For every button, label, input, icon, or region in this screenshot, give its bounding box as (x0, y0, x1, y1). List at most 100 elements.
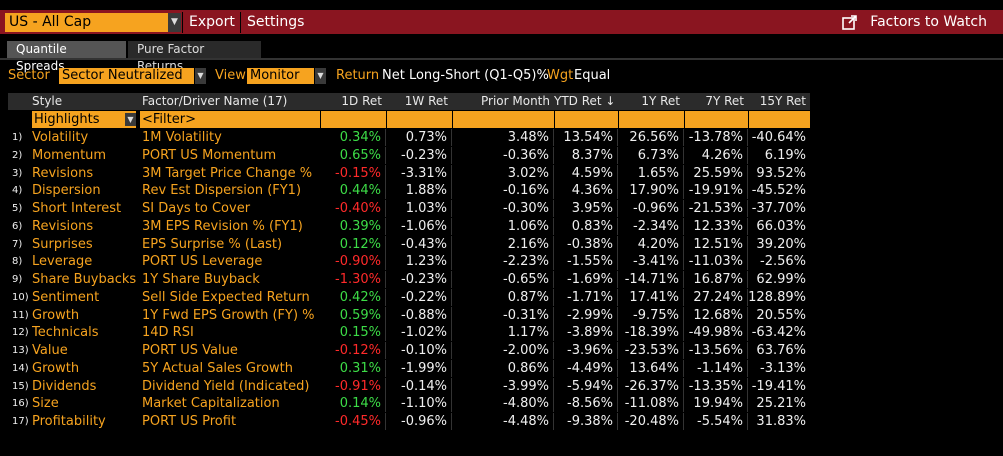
table-row[interactable]: 13) Value PORT US Value -0.12% -0.10% -2.00% -… (8, 342, 810, 359)
filter-cell-7y[interactable] (685, 111, 748, 128)
filter-cell-15y[interactable] (749, 111, 810, 128)
value-cell-y7: 16.87% (684, 271, 748, 288)
col-header-ytd-ret[interactable]: YTD Ret ↓ (554, 94, 616, 108)
factor-name-cell[interactable]: EPS Surprise % (Last) (142, 236, 283, 252)
col-header-1d-ret[interactable]: 1D Ret (341, 94, 382, 108)
value-cell-y1: -14.71% (618, 271, 684, 288)
factor-name-cell[interactable]: 3M Target Price Change % (142, 165, 313, 181)
factor-name-cell[interactable]: 1Y Fwd EPS Growth (FY) % (142, 307, 315, 323)
table-row[interactable]: 17) Profitability PORT US Profit -0.45% -0.9… (8, 413, 810, 430)
style-cell[interactable]: Share Buybacks (32, 272, 137, 287)
view-select[interactable]: Monitor (247, 68, 314, 84)
style-cell[interactable]: Sentiment (32, 289, 100, 305)
factors-to-watch-button[interactable]: Factors to Watch (870, 14, 987, 30)
filter-cell-prior-month[interactable] (453, 111, 554, 128)
filter-cell-ytd[interactable] (555, 111, 618, 128)
col-header-1y-ret[interactable]: 1Y Ret (641, 94, 680, 108)
value-cell-y7: 27.24% (684, 288, 748, 306)
style-cell[interactable]: Dispersion (32, 183, 101, 199)
highlights-select[interactable]: Highlights (32, 111, 136, 128)
factor-name-cell[interactable]: 5Y Actual Sales Growth (142, 360, 293, 376)
settings-button[interactable]: Settings (240, 12, 310, 33)
filter-cell-1d[interactable] (321, 111, 386, 128)
style-cell[interactable]: Short Interest (32, 201, 122, 216)
factor-name-cell[interactable]: SI Days to Cover (142, 201, 251, 216)
style-cell[interactable]: Surprises (32, 236, 93, 252)
factor-name-cell[interactable]: Sell Side Expected Return (142, 289, 310, 305)
export-button[interactable]: Export (182, 12, 240, 33)
factor-name-cell[interactable]: 1M Volatility (142, 130, 222, 145)
style-cell[interactable]: Revisions (32, 218, 94, 234)
value-cell-w1: 1.88% (386, 182, 452, 200)
view-label: View (215, 68, 246, 83)
table-row[interactable]: 2) Momentum PORT US Momentum 0.65% -0.23% -0.… (8, 146, 810, 164)
col-header-prior-month[interactable]: Prior Month (481, 94, 550, 108)
wgt-value[interactable]: Equal (574, 68, 611, 83)
value-cell-y1: -9.75% (618, 306, 684, 324)
external-link-icon[interactable] (842, 15, 857, 30)
table-row[interactable]: 7) Surprises EPS Surprise % (Last) 0.12% -0.… (8, 235, 810, 253)
factor-name-cell[interactable]: 1Y Share Buyback (142, 272, 260, 287)
col-header-7y-ret[interactable]: 7Y Ret (705, 94, 744, 108)
highlights-dropdown-arrow-icon[interactable]: ▼ (125, 113, 136, 126)
table-row[interactable]: 9) Share Buybacks 1Y Share Buyback -1.30% -0… (8, 271, 810, 288)
value-cell-pm: -2.23% (452, 253, 554, 271)
factor-name-cell[interactable]: PORT US Value (142, 343, 238, 358)
row-index: 1) (12, 132, 23, 143)
style-cell[interactable]: Growth (32, 307, 80, 323)
value-cell-d1: 0.65% (320, 146, 386, 164)
col-header-1w-ret[interactable]: 1W Ret (404, 94, 448, 108)
table-row[interactable]: 1) Volatility 1M Volatility 0.34% 0.73% 3.48%… (8, 129, 810, 146)
value-cell-d1: 0.12% (320, 235, 386, 253)
factor-name-cell[interactable]: Rev Est Dispersion (FY1) (142, 183, 302, 199)
table-row[interactable]: 10) Sentiment Sell Side Expected Return 0.4… (8, 288, 810, 306)
value-cell-w1: -1.06% (386, 217, 452, 235)
factor-name-cell[interactable]: PORT US Profit (142, 414, 237, 429)
style-cell[interactable]: Size (32, 396, 59, 412)
factor-name-cell[interactable]: Dividend Yield (Indicated) (142, 378, 310, 394)
filter-cell-1y[interactable] (619, 111, 684, 128)
style-cell[interactable]: Value (32, 343, 68, 358)
filter-input[interactable]: <Filter> (140, 111, 320, 128)
style-cell[interactable]: Growth (32, 360, 80, 376)
factor-name-cell[interactable]: PORT US Leverage (142, 254, 263, 270)
table-row[interactable]: 5) Short Interest SI Days to Cover -0.40% 1.… (8, 200, 810, 217)
col-header-style[interactable]: Style (32, 94, 63, 108)
value-cell-y1: -11.08% (618, 395, 684, 413)
style-cell[interactable]: Leverage (32, 254, 93, 270)
table-row[interactable]: 16) Size Market Capitalization 0.14% -1.10% -… (8, 395, 810, 413)
filter-cell-1w[interactable] (387, 111, 452, 128)
value-cell-y15: -2.56% (760, 254, 806, 270)
style-cell[interactable]: Technicals (32, 325, 99, 341)
table-row[interactable]: 8) Leverage PORT US Leverage -0.90% 1.23% -2.… (8, 253, 810, 271)
sector-dropdown-arrow-icon[interactable]: ▼ (195, 68, 206, 84)
style-cell[interactable]: Revisions (32, 165, 94, 181)
value-cell-y1: -20.48% (618, 413, 684, 430)
return-value[interactable]: Net Long-Short (Q1-Q5)% (382, 68, 549, 83)
table-row[interactable]: 11) Growth 1Y Fwd EPS Growth (FY) % 0.59% -0… (8, 306, 810, 324)
factor-name-cell[interactable]: 14D RSI (142, 325, 194, 341)
style-cell[interactable]: Volatility (32, 130, 89, 145)
table-row[interactable]: 14) Growth 5Y Actual Sales Growth 0.31% -1.9… (8, 359, 810, 377)
table-row[interactable]: 6) Revisions 3M EPS Revision % (FY1) 0.39% -… (8, 217, 810, 235)
sector-select[interactable]: Sector Neutralized (59, 68, 194, 84)
col-header-15y-ret[interactable]: 15Y Ret (759, 94, 806, 108)
col-header-factor-name[interactable]: Factor/Driver Name (17) (142, 94, 288, 108)
table-row[interactable]: 3) Revisions 3M Target Price Change % -0.15… (8, 164, 810, 182)
factor-name-cell[interactable]: PORT US Momentum (142, 147, 277, 163)
tab-quantile-spreads[interactable]: Quantile Spreads (7, 41, 126, 73)
style-cell[interactable]: Dividends (32, 378, 97, 394)
value-cell-w1: -3.31% (386, 164, 452, 182)
style-cell[interactable]: Profitability (32, 414, 106, 429)
factor-name-cell[interactable]: Market Capitalization (142, 396, 280, 412)
factor-name-cell[interactable]: 3M EPS Revision % (FY1) (142, 218, 303, 234)
security-dropdown-arrow-icon[interactable]: ▼ (168, 13, 181, 32)
view-dropdown-arrow-icon[interactable]: ▼ (315, 68, 326, 84)
security-selector[interactable]: US - All Cap (5, 13, 168, 32)
style-cell[interactable]: Momentum (32, 147, 107, 163)
table-row[interactable]: 12) Technicals 14D RSI 0.15% -1.02% 1.17% -3.8… (8, 324, 810, 342)
table-row[interactable]: 15) Dividends Dividend Yield (Indicated) -0… (8, 377, 810, 395)
value-cell-ytd: -9.38% (554, 413, 618, 430)
table-row[interactable]: 4) Dispersion Rev Est Dispersion (FY1) 0.44… (8, 182, 810, 200)
tab-pure-factor-returns[interactable]: Pure Factor Returns (128, 41, 261, 73)
